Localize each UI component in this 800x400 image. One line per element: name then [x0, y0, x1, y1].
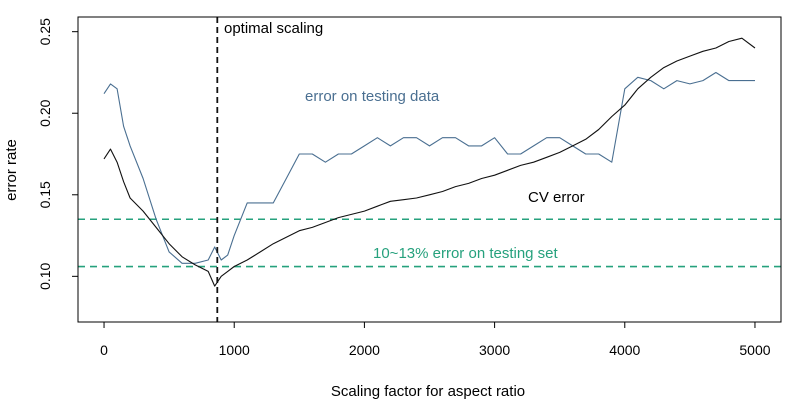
- x-tick-label: 1000: [219, 342, 250, 358]
- y-tick-label: 0.15: [37, 181, 53, 208]
- y-tick-label: 0.25: [37, 18, 53, 45]
- x-tick-label: 3000: [479, 342, 510, 358]
- series-line-test: [103, 71, 755, 264]
- annotation-optimal-scaling: optimal scaling: [224, 20, 323, 37]
- x-axis-title: Scaling factor for aspect ratio: [331, 383, 525, 400]
- y-tick-label: 0.10: [37, 262, 53, 289]
- annotation-band: 10~13% error on testing set: [373, 245, 559, 262]
- x-tick-label: 2000: [349, 342, 380, 358]
- series-line-cv: [103, 37, 756, 287]
- annotation-testing-data: error on testing data: [305, 88, 440, 105]
- plot-frame: [77, 16, 782, 323]
- x-tick-label: 4000: [609, 342, 640, 358]
- annotation-cv-error: CV error: [528, 189, 585, 206]
- x-tick-label: 0: [100, 342, 108, 358]
- y-tick-label: 0.20: [37, 99, 53, 126]
- y-axis-title: error rate: [3, 139, 20, 201]
- x-tick-label: 5000: [739, 342, 770, 358]
